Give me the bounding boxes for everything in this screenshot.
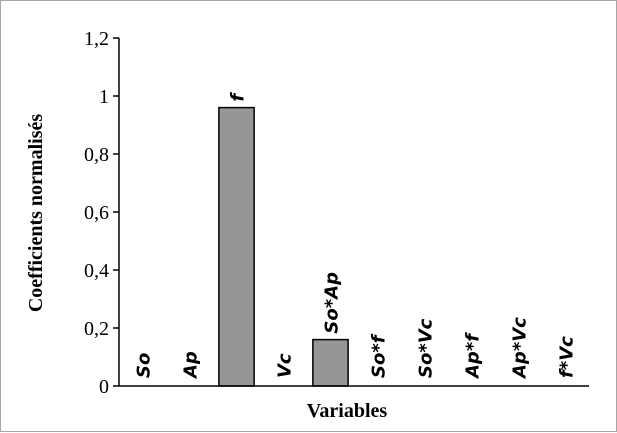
category-label: So (134, 353, 155, 378)
x-axis-title: Variables (307, 400, 388, 422)
category-label: Ap*f (463, 332, 484, 380)
category-labels: So Ap f Vc So*Ap So*f So*Vc Ap*f Ap*Vc f*Vc (134, 92, 578, 380)
category-label: So*Ap (322, 272, 343, 334)
y-axis-title: Coefficients normalisés (25, 114, 47, 313)
y-tick-label: 0 (99, 376, 109, 398)
category-label: f (228, 92, 249, 102)
category-label: Ap*Vc (510, 317, 531, 380)
y-tick-label: 0,6 (84, 202, 109, 224)
y-tick-label: 0,4 (84, 260, 109, 282)
y-axis-ticks: 0 0,2 0,4 0,6 0,8 1 1,2 (84, 28, 119, 398)
y-tick-label: 1 (99, 86, 109, 108)
y-tick-label: 1,2 (84, 28, 109, 50)
bars (218, 106, 349, 387)
bar-f (218, 106, 255, 387)
category-label: So*Vc (416, 318, 437, 378)
category-label: f*Vc (557, 336, 578, 378)
y-tick-label: 0,2 (84, 318, 109, 340)
category-label: Vc (275, 353, 296, 378)
category-label: So*f (369, 333, 390, 378)
category-label: Ap (181, 351, 202, 380)
bar-so-ap (312, 338, 349, 387)
y-tick-label: 0,8 (84, 144, 109, 166)
